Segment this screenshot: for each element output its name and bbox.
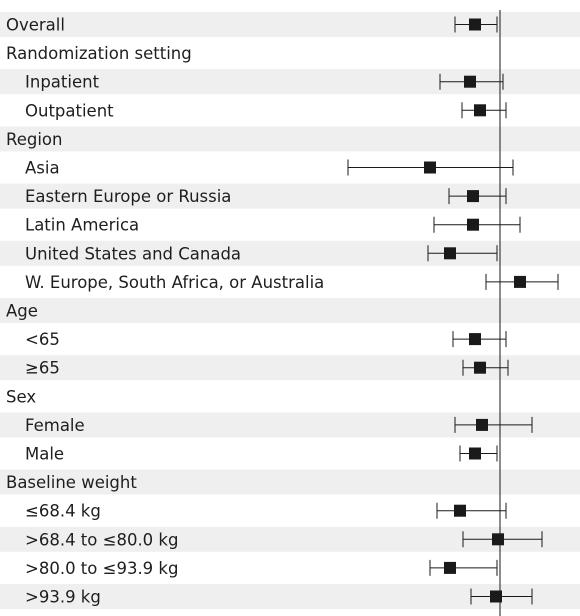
point-estimate <box>454 505 466 517</box>
point-estimate <box>467 219 479 231</box>
row-label: Female <box>25 416 85 435</box>
row-label: Male <box>25 445 64 464</box>
row-label: Overall <box>6 16 65 35</box>
point-estimate <box>476 419 488 431</box>
row-band <box>0 126 580 151</box>
point-estimate <box>469 19 481 31</box>
row-label: Latin America <box>25 216 139 235</box>
row-label: W. Europe, South Africa, or Australia <box>25 273 324 292</box>
group-header-label: Baseline weight <box>6 473 137 492</box>
row-label: Asia <box>25 159 60 178</box>
point-estimate <box>424 162 436 174</box>
row-label: >93.9 kg <box>25 588 101 607</box>
row-label: ≥65 <box>25 359 60 378</box>
point-estimate <box>444 247 456 259</box>
row-label: ≤68.4 kg <box>25 502 101 521</box>
group-header-label: Sex <box>6 387 36 406</box>
row-label: <65 <box>25 330 60 349</box>
point-estimate <box>492 533 504 545</box>
row-label: >80.0 to ≤93.9 kg <box>25 559 178 578</box>
point-estimate <box>467 190 479 202</box>
group-header-label: Randomization setting <box>6 44 192 63</box>
point-estimate <box>444 562 456 574</box>
row-label: Eastern Europe or Russia <box>25 187 231 206</box>
point-estimate <box>464 76 476 88</box>
point-estimate <box>469 333 481 345</box>
row-label: United States and Canada <box>25 244 241 263</box>
point-estimate <box>474 104 486 116</box>
point-estimate <box>469 448 481 460</box>
point-estimate <box>514 276 526 288</box>
group-header-label: Age <box>6 302 38 321</box>
row-band <box>0 298 580 323</box>
row-label: Inpatient <box>25 73 100 92</box>
row-label: >68.4 to ≤80.0 kg <box>25 530 178 549</box>
row-label: Outpatient <box>25 101 114 120</box>
point-estimate <box>474 362 486 374</box>
group-header-label: Region <box>6 130 63 149</box>
point-estimate <box>490 591 502 603</box>
